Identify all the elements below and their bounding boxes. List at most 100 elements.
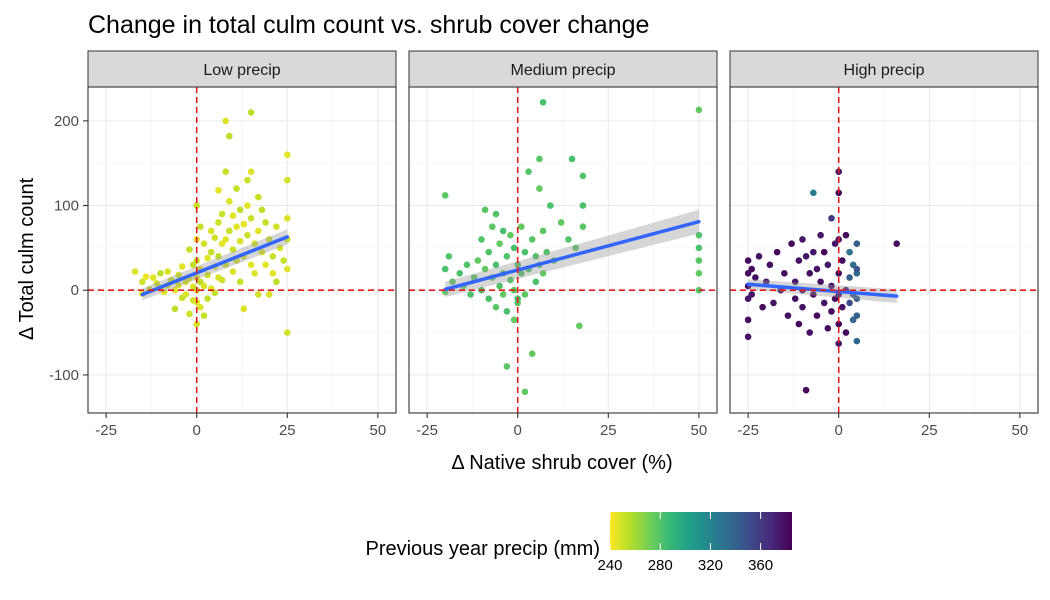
data-point [262, 219, 269, 226]
x-tick-label: 0 [514, 422, 522, 439]
data-point [441, 265, 449, 273]
x-tick-label: -25 [95, 422, 117, 439]
legend-tick-label: 320 [698, 557, 723, 574]
data-point [781, 269, 788, 277]
data-point [204, 254, 211, 262]
data-point [255, 291, 262, 298]
data-point [817, 278, 824, 286]
x-tick-label: 25 [921, 422, 938, 439]
data-point [810, 189, 817, 197]
data-point [695, 231, 703, 239]
data-point [240, 305, 248, 313]
data-point [539, 269, 547, 277]
data-point [842, 231, 850, 239]
data-point [236, 237, 244, 245]
data-point [244, 176, 251, 184]
data-point [258, 206, 266, 214]
points [131, 109, 291, 336]
data-point [240, 220, 248, 228]
data-point [521, 388, 529, 396]
data-point [579, 202, 587, 209]
data-point [496, 282, 503, 290]
data-point [467, 291, 474, 298]
data-point [255, 193, 262, 201]
data-point [247, 214, 255, 222]
data-point [449, 278, 456, 286]
data-point [175, 281, 182, 289]
data-point [828, 308, 835, 315]
data-point [496, 240, 503, 247]
color-legend: Previous year precip (mm) 240 280 320 360 [365, 512, 792, 574]
data-point [222, 168, 229, 175]
data-point [283, 329, 291, 336]
data-point [211, 234, 219, 242]
data-point [572, 244, 579, 252]
data-point [799, 303, 806, 311]
data-point [853, 295, 861, 302]
data-point [579, 172, 587, 180]
data-point [788, 240, 795, 247]
data-point [492, 210, 500, 218]
legend-tick-label: 360 [748, 557, 773, 574]
data-point [244, 231, 251, 239]
x-axis: -25 0 25 50 [416, 413, 707, 439]
data-point [258, 248, 266, 256]
x-axis: -25 0 25 50 [95, 413, 386, 439]
data-point [131, 268, 139, 275]
data-point [481, 265, 489, 273]
data-point [521, 248, 529, 256]
data-point [744, 333, 752, 341]
data-point [236, 278, 244, 286]
data-point [474, 257, 482, 264]
data-point [759, 303, 766, 311]
data-point [262, 261, 269, 269]
data-point [485, 248, 493, 256]
data-point [233, 185, 240, 192]
data-point [269, 269, 277, 277]
data-point [835, 269, 843, 277]
data-point [200, 282, 208, 290]
data-point [197, 223, 204, 231]
data-point [813, 312, 821, 319]
data-point [441, 192, 449, 199]
confidence-band [445, 209, 699, 297]
data-point [503, 363, 511, 370]
points [441, 98, 703, 396]
data-point [846, 248, 853, 256]
data-point [802, 386, 810, 394]
data-point [507, 231, 514, 239]
data-point [806, 269, 814, 277]
data-point [222, 117, 229, 125]
data-point [197, 303, 204, 311]
data-point [207, 248, 215, 256]
legend-colorbar [610, 512, 792, 550]
trend-line [140, 235, 290, 297]
data-point [222, 236, 229, 243]
data-point [204, 295, 211, 302]
facet-panel: High precip -25 0 25 50 [729, 50, 1039, 439]
x-tick-label: 50 [370, 422, 387, 439]
data-point [204, 271, 211, 279]
legend-tick-label: 280 [648, 557, 673, 574]
data-point [744, 316, 752, 324]
data-point [186, 310, 193, 318]
y-tick-label: 100 [54, 198, 79, 215]
data-point [247, 168, 255, 175]
y-tick-label: -100 [49, 367, 79, 384]
x-axis: -25 0 25 50 [737, 413, 1028, 439]
data-point [470, 274, 478, 281]
data-point [695, 244, 703, 252]
data-point [207, 227, 215, 235]
data-point [280, 257, 287, 264]
data-point [817, 231, 824, 239]
chart-title: Change in total culm count vs. shrub cov… [88, 11, 649, 39]
data-point [283, 176, 291, 184]
data-point [499, 227, 507, 235]
data-point [532, 253, 540, 260]
data-point [269, 253, 277, 260]
data-point [799, 236, 806, 243]
y-axis-title: Δ Total culm count [16, 177, 38, 340]
data-point [752, 274, 759, 281]
data-point [229, 212, 237, 220]
